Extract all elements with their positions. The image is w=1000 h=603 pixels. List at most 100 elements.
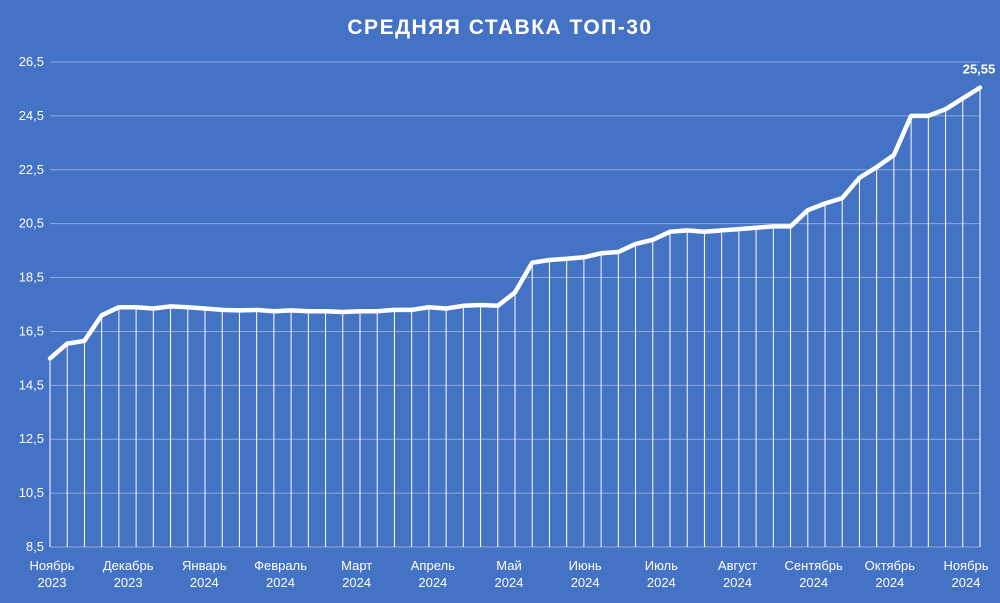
data-point — [100, 313, 104, 317]
y-tick-label: 10,5 — [19, 485, 44, 500]
y-tick-label: 14,5 — [19, 377, 44, 392]
data-point — [857, 176, 861, 180]
data-point — [479, 303, 483, 307]
x-tick-month: Февраль — [254, 558, 307, 573]
data-point — [220, 308, 224, 312]
x-tick-month: Июнь — [569, 558, 602, 573]
y-tick-label: 26,5 — [19, 54, 44, 69]
data-point — [789, 224, 793, 228]
data-point — [306, 309, 310, 313]
data-point — [978, 86, 982, 90]
y-tick-label: 16,5 — [19, 323, 44, 338]
data-point — [547, 258, 551, 262]
chart-title: СРЕДНЯЯ СТАВКА ТОП-30 — [347, 16, 653, 39]
drop-lines — [49, 87, 981, 547]
data-point — [926, 114, 930, 118]
data-point — [134, 305, 138, 309]
x-tick-year: 2024 — [647, 575, 676, 590]
data-point — [151, 307, 155, 311]
data-point — [444, 307, 448, 311]
data-point — [702, 230, 706, 234]
data-point — [427, 305, 431, 309]
data-point — [944, 107, 948, 111]
x-tick-month: Июль — [645, 558, 678, 573]
data-point — [651, 238, 655, 242]
data-point — [909, 114, 913, 118]
data-point — [117, 305, 121, 309]
x-tick-month: Август — [718, 558, 757, 573]
x-tick-year: 2024 — [266, 575, 295, 590]
data-point — [289, 308, 293, 312]
series-line-path — [47, 85, 983, 361]
x-tick-year: 2024 — [190, 575, 219, 590]
x-tick-year: 2024 — [342, 575, 371, 590]
y-tick-label: 22,5 — [19, 162, 44, 177]
data-point — [530, 261, 534, 265]
data-labels: 25,55 — [963, 62, 996, 77]
data-point — [875, 165, 879, 169]
x-tick-month: Январь — [182, 558, 227, 573]
x-axis-ticks: Ноябрь 2023 Декабрь 2023 Январь 2024 Февраль 20… — [29, 558, 988, 590]
data-point — [754, 226, 758, 230]
data-point — [771, 224, 775, 228]
data-point — [203, 307, 207, 311]
end-value-label: 25,55 — [963, 62, 996, 77]
x-tick-month: Май — [496, 558, 521, 573]
x-tick-month: Март — [341, 558, 372, 573]
x-tick-year: 2024 — [723, 575, 752, 590]
data-point — [341, 310, 345, 314]
data-point — [375, 309, 379, 313]
y-tick-label: 20,5 — [19, 216, 44, 231]
x-tick-year: 2024 — [495, 575, 524, 590]
x-tick-year: 2024 — [571, 575, 600, 590]
data-point — [48, 356, 52, 360]
data-point — [392, 308, 396, 312]
data-point — [616, 250, 620, 254]
data-point — [272, 309, 276, 313]
y-axis-ticks: 8,5 10,5 12,5 14,5 16,5 18,5 20,5 22,5 24,5 26,5 — [19, 54, 44, 554]
y-tick-label: 12,5 — [19, 431, 44, 446]
x-tick-month: Апрель — [411, 558, 455, 573]
data-point — [961, 96, 965, 100]
data-point — [599, 251, 603, 255]
x-tick-year: 2024 — [875, 575, 904, 590]
x-tick-year: 2023 — [38, 575, 67, 590]
data-point — [461, 304, 465, 308]
data-point — [513, 290, 517, 294]
data-point — [255, 308, 259, 312]
data-point — [237, 308, 241, 312]
data-point — [823, 201, 827, 205]
data-point — [565, 257, 569, 261]
data-point — [685, 228, 689, 232]
x-tick-year: 2024 — [418, 575, 447, 590]
data-point — [169, 304, 173, 308]
y-tick-label: 24,5 — [19, 108, 44, 123]
data-point — [186, 305, 190, 309]
y-tick-label: 8,5 — [26, 539, 44, 554]
data-point — [737, 227, 741, 231]
x-tick-year: 2024 — [799, 575, 828, 590]
data-point — [634, 242, 638, 246]
data-point — [496, 304, 500, 308]
x-tick-year: 2023 — [114, 575, 143, 590]
x-tick-month: Декабрь — [103, 558, 154, 573]
data-point — [65, 342, 69, 346]
data-point — [82, 339, 86, 343]
data-point — [806, 208, 810, 212]
data-point — [358, 309, 362, 313]
data-point — [720, 228, 724, 232]
data-point — [410, 308, 414, 312]
data-point — [892, 153, 896, 157]
data-point — [582, 255, 586, 259]
series-line — [47, 85, 983, 361]
y-tick-label: 18,5 — [19, 270, 44, 285]
x-tick-month: Октябрь — [865, 558, 916, 573]
x-tick-year: 2024 — [952, 575, 981, 590]
data-point — [840, 196, 844, 200]
data-point — [668, 230, 672, 234]
x-tick-month: Ноябрь — [943, 558, 988, 573]
x-tick-month: Сентябрь — [785, 558, 843, 573]
x-tick-month: Ноябрь — [29, 558, 74, 573]
